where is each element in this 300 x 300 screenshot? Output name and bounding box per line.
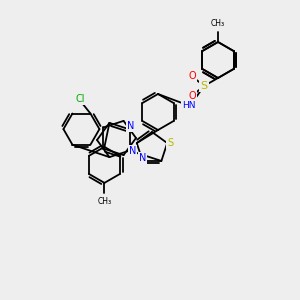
Text: O: O (188, 91, 196, 101)
Text: N: N (139, 153, 146, 163)
Text: CH₃: CH₃ (98, 197, 112, 206)
Text: CH₃: CH₃ (211, 19, 225, 28)
Text: Cl: Cl (76, 94, 85, 103)
Text: O: O (188, 71, 196, 81)
Text: S: S (167, 138, 173, 148)
Text: HN: HN (182, 101, 196, 110)
Text: N: N (127, 122, 134, 131)
Text: N: N (129, 146, 136, 156)
Text: S: S (200, 81, 208, 91)
